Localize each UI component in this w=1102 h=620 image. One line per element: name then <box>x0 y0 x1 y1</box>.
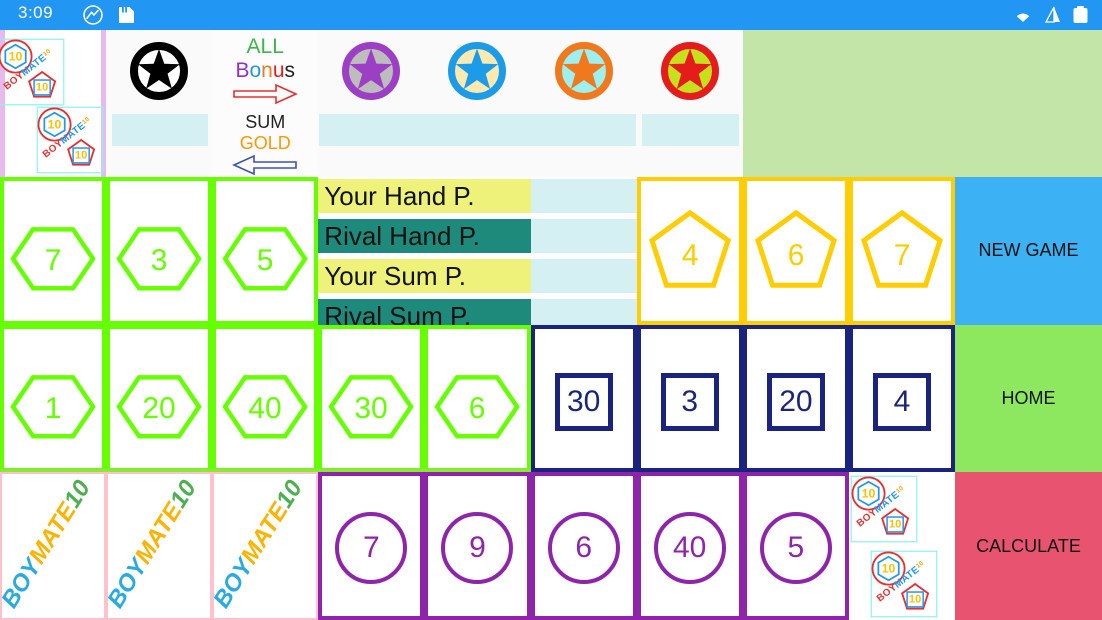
svg-text:6: 6 <box>469 391 486 424</box>
svg-text:6: 6 <box>788 239 805 272</box>
svg-text:4: 4 <box>681 239 698 272</box>
svg-text:BOYMATE10: BOYMATE10 <box>212 475 308 613</box>
svg-text:7: 7 <box>45 244 62 277</box>
svg-text:5: 5 <box>257 244 274 277</box>
svg-text:10: 10 <box>909 593 921 605</box>
svg-text:10: 10 <box>9 50 23 64</box>
svg-text:BOYMATE10: BOYMATE10 <box>0 475 96 613</box>
svg-text:3: 3 <box>151 244 168 277</box>
svg-text:10: 10 <box>889 518 901 530</box>
svg-text:30: 30 <box>355 391 388 424</box>
svg-text:10: 10 <box>882 562 896 576</box>
svg-text:20: 20 <box>142 391 175 424</box>
svg-text:10: 10 <box>36 81 48 93</box>
svg-text:10: 10 <box>75 149 87 161</box>
svg-text:7: 7 <box>894 239 911 272</box>
svg-text:10: 10 <box>48 118 62 132</box>
svg-text:40: 40 <box>249 391 282 424</box>
svg-text:10: 10 <box>862 487 876 501</box>
svg-text:BOYMATE10: BOYMATE10 <box>106 475 202 613</box>
svg-text:1: 1 <box>45 391 62 424</box>
